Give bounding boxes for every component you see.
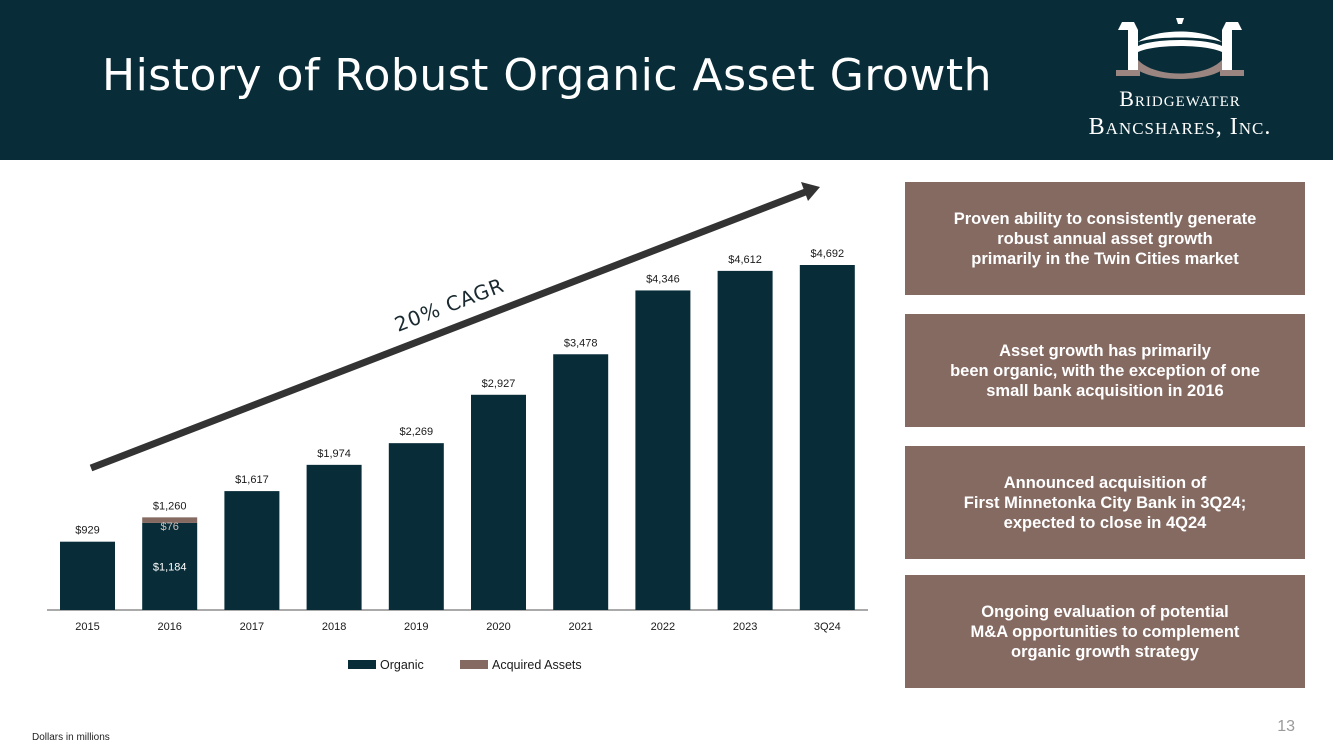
company-logo: Bridgewater Bancshares, Inc. (1060, 14, 1300, 144)
tick-label-2021: 2021 (568, 621, 592, 633)
tick-label-3Q24: 3Q24 (814, 621, 841, 633)
bar-organic-2021 (553, 354, 609, 610)
tick-label-2017: 2017 (240, 621, 264, 633)
asset-growth-chart: $929 2015 $1,260 2016 $1,617 2017 $1,974 2018 $2… (47, 182, 868, 672)
bar-organic-2016 (142, 522, 198, 610)
tick-label-2016: 2016 (157, 621, 181, 633)
bar-organic-2018 (306, 464, 362, 610)
inside-label-organic: $1,184 (153, 561, 187, 573)
inside-label-acquired-assets: $76 (161, 521, 179, 533)
info-card-acquisition: Announced acquisition of First Minnetonk… (905, 446, 1305, 559)
total-label-2023: $4,612 (728, 254, 762, 266)
bridge-logo-icon (1116, 18, 1244, 79)
legend-label-organic: Organic (380, 658, 424, 672)
bar-organic-2020 (471, 394, 526, 610)
bar-organic-2023 (717, 270, 773, 610)
total-label-2016: $1,260 (153, 500, 187, 512)
cagr-arrow-head (801, 182, 820, 201)
info-card-organic: Asset growth has primarily been organic,… (905, 314, 1305, 427)
info-card-growth: Proven ability to consistently generate … (905, 182, 1305, 295)
logo-name-line2: Bancshares, Inc. (1088, 114, 1272, 140)
bar-organic-3Q24 (799, 265, 855, 610)
legend-label-acquired-assets: Acquired Assets (492, 658, 582, 672)
legend-swatch-organic (348, 660, 376, 669)
total-label-2017: $1,617 (235, 474, 269, 486)
cagr-arrow-line (89, 187, 810, 472)
tick-label-2022: 2022 (651, 621, 675, 633)
total-label-2015: $929 (75, 525, 99, 537)
header-banner: History of Robust Organic Asset Growth B… (0, 0, 1333, 160)
bar-organic-2017 (224, 491, 280, 610)
tick-label-2015: 2015 (75, 621, 99, 633)
bar-acquired-2016 (142, 517, 198, 523)
tick-label-2019: 2019 (404, 621, 428, 633)
legend-swatch-acquired-assets (460, 660, 488, 669)
tick-label-2018: 2018 (322, 621, 346, 633)
total-label-2021: $3,478 (564, 337, 598, 349)
logo-name-line1: Bridgewater (1119, 86, 1241, 111)
page-title: History of Robust Organic Asset Growth (102, 50, 993, 101)
info-card-evaluation: Ongoing evaluation of potential M&A oppo… (905, 575, 1305, 688)
footnote: Dollars in millions (32, 732, 110, 743)
bar-organic-2015 (60, 541, 115, 610)
total-label-3Q24: $4,692 (810, 248, 844, 260)
total-label-2018: $1,974 (317, 448, 351, 460)
tick-label-2020: 2020 (486, 621, 510, 633)
total-label-2019: $2,269 (399, 426, 433, 438)
page-number: 13 (1277, 718, 1295, 735)
total-label-2020: $2,927 (482, 378, 516, 390)
total-label-2022: $4,346 (646, 273, 680, 285)
bar-organic-2022 (635, 290, 691, 610)
tick-label-2023: 2023 (733, 621, 757, 633)
bar-organic-2019 (388, 443, 444, 610)
